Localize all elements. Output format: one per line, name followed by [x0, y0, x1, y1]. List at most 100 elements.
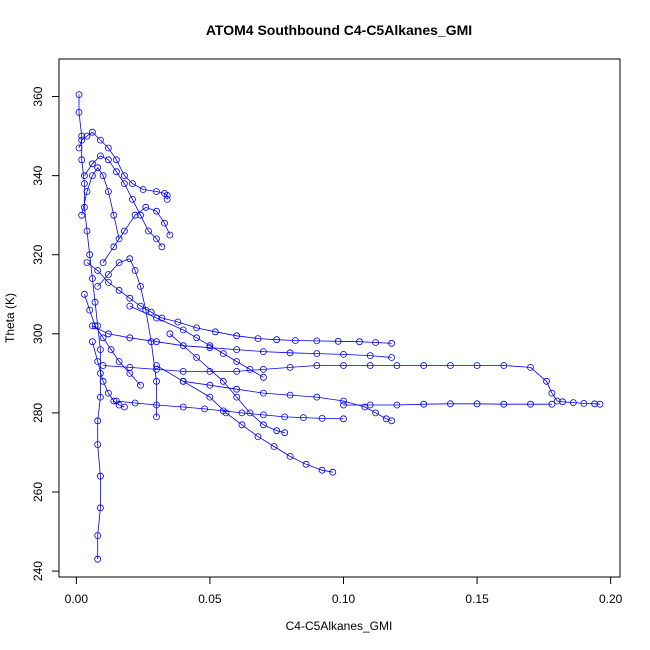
data-point: [126, 369, 134, 377]
data-point: [94, 532, 102, 539]
data-point: [313, 337, 321, 345]
data-point: [366, 352, 374, 360]
data-point: [121, 180, 128, 188]
data-point: [75, 91, 83, 98]
data-point: [473, 400, 481, 408]
series-4: [89, 322, 396, 361]
data-point: [94, 358, 102, 365]
x-tick-label: 0.15: [465, 592, 489, 606]
data-point: [372, 339, 380, 346]
data-point: [137, 302, 144, 310]
data-point: [388, 417, 396, 425]
data-point: [219, 350, 227, 358]
data-point: [131, 267, 139, 274]
data-point: [83, 132, 91, 140]
data-point: [591, 400, 598, 408]
data-point: [246, 365, 254, 373]
data-point: [126, 302, 134, 310]
data-point: [559, 398, 566, 406]
series-10: [179, 377, 396, 425]
series-line: [169, 333, 285, 434]
y-tick-label: 360: [31, 86, 45, 106]
plot-frame: [58, 58, 621, 578]
data-point: [94, 441, 102, 448]
data-point: [97, 472, 104, 480]
series-line: [92, 341, 125, 408]
data-point: [193, 334, 201, 342]
data-point: [193, 354, 201, 361]
data-point: [270, 443, 278, 450]
series-line: [78, 131, 168, 200]
data-point: [340, 401, 347, 409]
data-point: [340, 362, 347, 369]
data-point: [340, 397, 347, 405]
data-point: [281, 429, 289, 437]
data-point: [105, 278, 112, 286]
data-point: [78, 132, 86, 140]
data-point: [99, 377, 107, 385]
x-tick-label: 0.05: [198, 592, 222, 606]
data-point: [78, 136, 86, 144]
series-line: [78, 94, 101, 560]
data-point: [131, 211, 139, 219]
data-point: [420, 400, 428, 408]
data-point: [166, 231, 174, 239]
data-point: [259, 389, 267, 397]
data-point: [254, 433, 262, 441]
y-axis: 240 260 280 300 320 340 360: [31, 86, 60, 581]
data-point: [259, 411, 267, 419]
data-point: [569, 399, 577, 407]
data-point: [86, 251, 94, 259]
series-line: [156, 365, 333, 473]
data-point: [553, 397, 561, 405]
series-12: [94, 255, 160, 421]
data-point: [372, 409, 380, 417]
data-point: [206, 381, 214, 389]
data-point: [86, 306, 94, 314]
data-point: [153, 413, 160, 421]
data-point: [153, 362, 160, 369]
data-point: [286, 363, 294, 371]
data-point: [97, 136, 104, 144]
data-point: [259, 421, 267, 429]
data-point: [238, 409, 246, 417]
series-line: [84, 155, 163, 248]
data-point: [81, 180, 88, 188]
data-point: [254, 335, 262, 343]
data-point: [153, 338, 160, 346]
data-point: [91, 322, 99, 330]
data-point: [105, 389, 112, 397]
data-point: [179, 342, 187, 350]
data-point: [179, 377, 187, 385]
data-point: [107, 346, 115, 354]
data-point: [161, 219, 168, 227]
series-6: [340, 400, 556, 409]
data-point: [97, 346, 104, 354]
data-point: [233, 393, 241, 401]
data-point: [313, 362, 321, 369]
data-point: [115, 235, 123, 243]
data-point: [548, 389, 556, 397]
data-point: [97, 504, 104, 512]
data-point: [105, 144, 112, 152]
data-point: [388, 354, 396, 361]
data-point: [527, 400, 534, 408]
data-point: [81, 290, 88, 298]
data-point: [121, 172, 128, 180]
data-point: [142, 203, 150, 211]
data-point: [233, 332, 241, 340]
data-point: [313, 350, 321, 358]
data-point: [281, 413, 289, 421]
x-tick-label: 0.10: [332, 592, 356, 606]
data-point: [105, 188, 112, 195]
data-point: [356, 338, 363, 346]
data-point: [238, 421, 246, 429]
series-13: [126, 302, 267, 381]
data-point: [115, 286, 123, 294]
data-point: [163, 195, 171, 203]
data-point: [158, 314, 166, 322]
series-9: [166, 330, 289, 437]
data-point: [83, 259, 91, 267]
data-point: [420, 362, 428, 369]
data-point: [313, 393, 321, 401]
